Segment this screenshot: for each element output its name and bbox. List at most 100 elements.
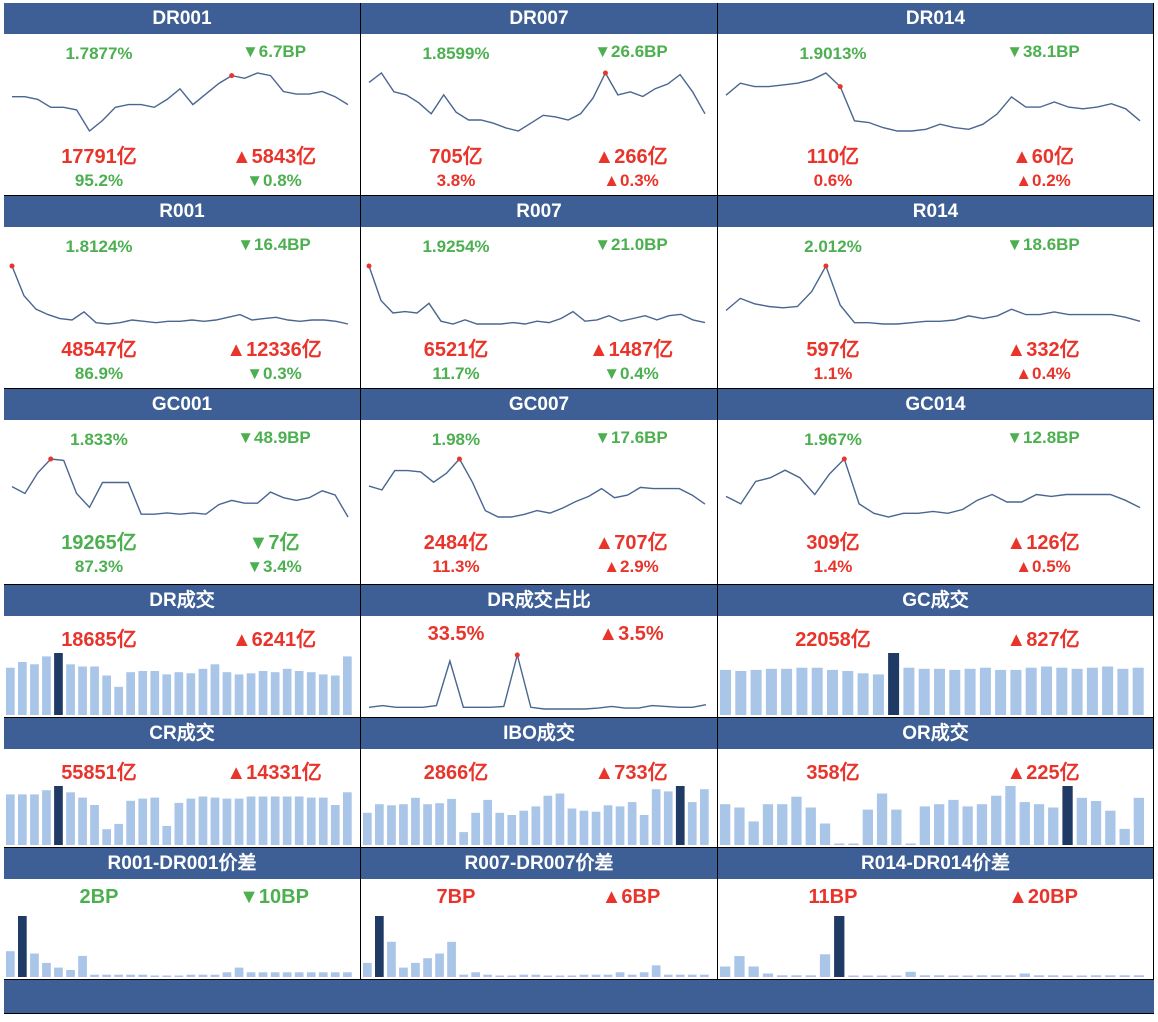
volume-change: ▲12336亿 — [226, 339, 322, 361]
bar — [976, 804, 988, 845]
bar — [762, 973, 774, 977]
bar-chart — [720, 653, 1144, 715]
bar — [579, 974, 589, 977]
volume-value: 110亿 — [806, 146, 860, 168]
bar — [162, 975, 172, 977]
bar — [198, 796, 208, 845]
bar — [102, 675, 111, 715]
bar — [876, 975, 888, 977]
bar — [387, 805, 396, 845]
bar-highlight — [375, 916, 384, 977]
bar — [891, 809, 902, 845]
bar — [819, 954, 831, 977]
bar — [447, 798, 456, 845]
bar — [948, 799, 959, 845]
volume-value: 705亿 — [429, 146, 483, 168]
panel-title: R001 — [4, 196, 360, 227]
bar-chart — [6, 786, 352, 845]
bar — [891, 975, 902, 977]
bar — [1048, 975, 1059, 977]
bar — [834, 843, 845, 845]
bar — [700, 789, 709, 845]
share-change: ▼0.8% — [246, 171, 302, 190]
rate-value: 1.8599% — [422, 44, 490, 63]
bar — [1076, 797, 1087, 845]
change: ▲827亿 — [1006, 629, 1080, 651]
bar — [318, 797, 328, 845]
bar — [805, 807, 816, 845]
bar — [1086, 667, 1098, 715]
bar — [1119, 975, 1130, 977]
volume-change: ▲1487亿 — [588, 339, 674, 361]
value: 55851亿 — [61, 762, 137, 784]
bar — [330, 805, 340, 845]
volume-value: 2484亿 — [423, 532, 489, 554]
bar — [905, 971, 916, 977]
panel-R001: R001 1.8124% ▼16.4BP 48547亿 ▲12336亿 86.9% ▼0.3… — [4, 196, 361, 389]
share-value: 87.3% — [74, 557, 124, 576]
share-change: ▲2.9% — [603, 557, 659, 576]
value: 11BP — [808, 886, 858, 908]
bar — [531, 806, 541, 845]
bar — [848, 975, 859, 977]
bar — [1019, 973, 1030, 977]
bar — [294, 796, 304, 845]
bar — [1041, 666, 1052, 715]
bar-highlight — [834, 916, 845, 977]
peak-marker — [841, 456, 847, 462]
peak-marker — [837, 84, 843, 90]
rate-value: 1.9254% — [422, 237, 490, 256]
bar — [210, 664, 220, 715]
bar — [138, 798, 148, 845]
bar — [819, 823, 831, 845]
panel-R014: R014 2.012% ▼18.6BP 597亿 ▲332亿 1.1% ▲0.4% — [718, 196, 1154, 389]
bar — [781, 668, 793, 715]
bar — [905, 843, 916, 845]
peak-marker — [9, 263, 15, 269]
bar — [258, 671, 268, 715]
bar — [66, 792, 75, 845]
bar — [343, 656, 352, 715]
bar — [903, 667, 915, 715]
rate-value: 1.967% — [804, 430, 862, 449]
bar — [857, 673, 869, 715]
bar — [66, 970, 75, 977]
bar — [811, 667, 823, 715]
panel-title: R007 — [361, 196, 717, 227]
bar-highlight — [888, 653, 900, 715]
volume-change: ▲126亿 — [1006, 532, 1080, 554]
bar — [949, 669, 961, 715]
rate-value: 1.833% — [70, 430, 128, 449]
bar-highlight — [54, 653, 63, 715]
bar — [42, 962, 51, 977]
rate-sparkline — [9, 263, 349, 325]
volume-change: ▲707亿 — [594, 532, 668, 554]
bar — [6, 794, 15, 845]
panel-R001-DR001价差: R001-DR001价差 2BP ▼10BP — [4, 848, 361, 980]
value: 22058亿 — [795, 629, 871, 651]
rate-sparkline — [725, 456, 1141, 518]
bar — [991, 795, 1002, 845]
bar — [138, 974, 148, 977]
panel-DR007: DR007 1.8599% ▼26.6BP 705亿 ▲266亿 3.8% ▲0.3% — [361, 3, 718, 196]
bar — [270, 972, 280, 977]
bar — [222, 798, 232, 845]
bar — [126, 672, 135, 715]
rate-change: ▼18.6BP — [1006, 235, 1080, 254]
bar — [495, 975, 505, 977]
bar — [6, 667, 15, 715]
bar — [919, 975, 930, 977]
rate-value: 1.98% — [431, 430, 481, 449]
panel-title: IBO成交 — [361, 718, 717, 749]
bar — [186, 673, 196, 715]
bar — [591, 974, 601, 977]
panel-title: GC014 — [718, 389, 1153, 420]
panel-GC014: GC014 1.967% ▼12.8BP 309亿 ▲126亿 1.4% ▲0.5% — [718, 389, 1154, 585]
bar — [435, 803, 444, 845]
bar — [748, 821, 759, 845]
rate-change: ▼38.1BP — [1006, 42, 1080, 61]
bar — [748, 966, 759, 977]
value: 2866亿 — [423, 762, 489, 784]
bar — [78, 797, 87, 845]
bar — [507, 975, 517, 977]
